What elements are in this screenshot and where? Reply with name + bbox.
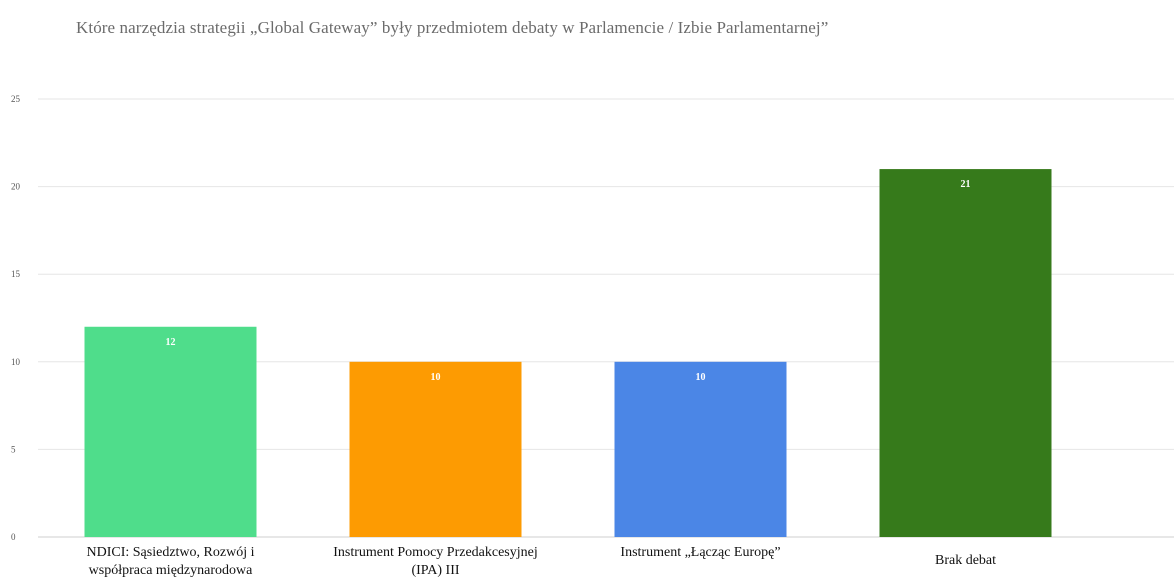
y-axis-ticks: 0 5 10 15 20 25 xyxy=(11,94,21,542)
bar-value-label: 12 xyxy=(166,337,176,348)
bar xyxy=(614,361,787,537)
y-tick-label: 20 xyxy=(11,182,21,192)
y-tick-label: 5 xyxy=(11,444,16,454)
x-tick-label: Instrument Pomocy Przedakcesyjnej (IPA) … xyxy=(333,545,538,578)
y-tick-label: 10 xyxy=(11,357,21,367)
x-tick-label: Instrument „Łącząc Europę” xyxy=(620,545,781,560)
y-tick-label: 0 xyxy=(11,532,16,542)
bar-value-label: 10 xyxy=(696,372,706,383)
y-tick-label: 15 xyxy=(11,269,21,279)
data-labels: 12 10 10 21 xyxy=(166,179,971,383)
bar xyxy=(879,169,1052,537)
bars xyxy=(84,169,1052,537)
bar-value-label: 10 xyxy=(431,372,441,383)
x-tick-label: Brak debat xyxy=(934,553,997,568)
bar-value-label: 21 xyxy=(961,179,971,190)
y-tick-label: 25 xyxy=(11,94,21,104)
chart-title: Które narzędzia strategii „Global Gatewa… xyxy=(76,18,829,37)
bar xyxy=(349,361,522,537)
bar xyxy=(84,326,257,537)
x-tick-label: NDICI: Sąsiedztwo, Rozwój i współpraca m… xyxy=(86,545,255,578)
